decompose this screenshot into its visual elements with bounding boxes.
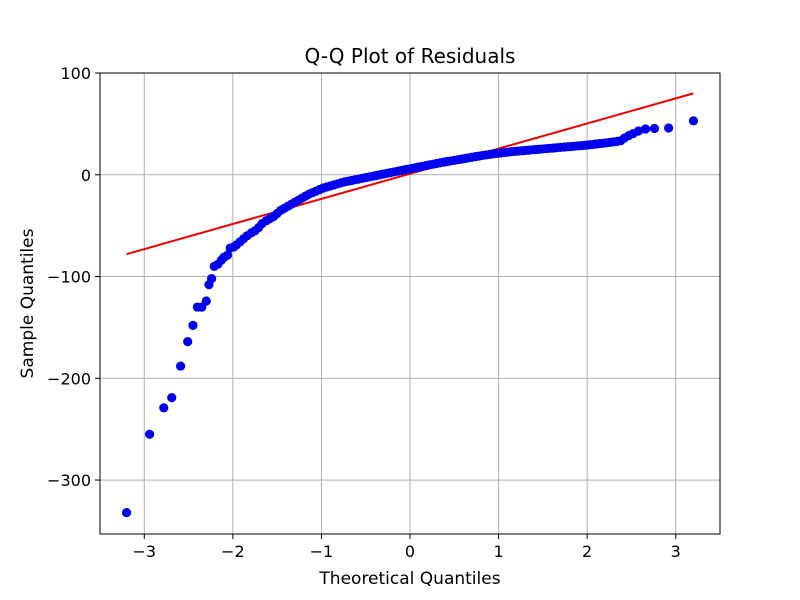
x-tick-label: −2 xyxy=(221,542,245,561)
data-points xyxy=(121,116,699,518)
data-point xyxy=(222,250,233,260)
data-point xyxy=(183,337,193,347)
data-point xyxy=(159,403,169,413)
data-point xyxy=(121,508,132,518)
y-tick-label: −100 xyxy=(47,268,91,287)
data-point xyxy=(688,116,699,126)
x-tick-label: −1 xyxy=(310,542,334,561)
data-point xyxy=(207,273,217,284)
x-tick-label: 0 xyxy=(405,542,415,561)
data-point xyxy=(633,126,644,136)
y-axis-ticks: 100 0 −100 −200 −300 xyxy=(47,64,100,490)
chart-title: Q-Q Plot of Residuals xyxy=(305,44,516,68)
y-tick-label: 100 xyxy=(60,64,91,83)
x-tick-label: 1 xyxy=(493,542,503,561)
y-axis-label: Sample Quantiles xyxy=(18,228,38,378)
y-tick-label: −200 xyxy=(47,369,91,388)
data-point xyxy=(188,320,198,330)
y-tick-label: −300 xyxy=(47,471,91,490)
reference-line xyxy=(126,92,694,256)
y-tick-label: 0 xyxy=(81,166,91,185)
data-point xyxy=(167,393,177,403)
x-tick-label: 2 xyxy=(582,542,592,561)
x-axis-ticks: −3 −2 −1 0 1 2 3 xyxy=(132,534,681,561)
x-tick-label: −3 xyxy=(132,542,156,561)
data-point xyxy=(649,123,660,134)
x-tick-label: 3 xyxy=(671,542,681,561)
data-point xyxy=(145,429,155,439)
data-point xyxy=(664,123,674,133)
data-point xyxy=(641,124,651,134)
x-axis-label: Theoretical Quantiles xyxy=(318,569,500,589)
data-point xyxy=(176,361,186,371)
data-point xyxy=(201,296,211,306)
